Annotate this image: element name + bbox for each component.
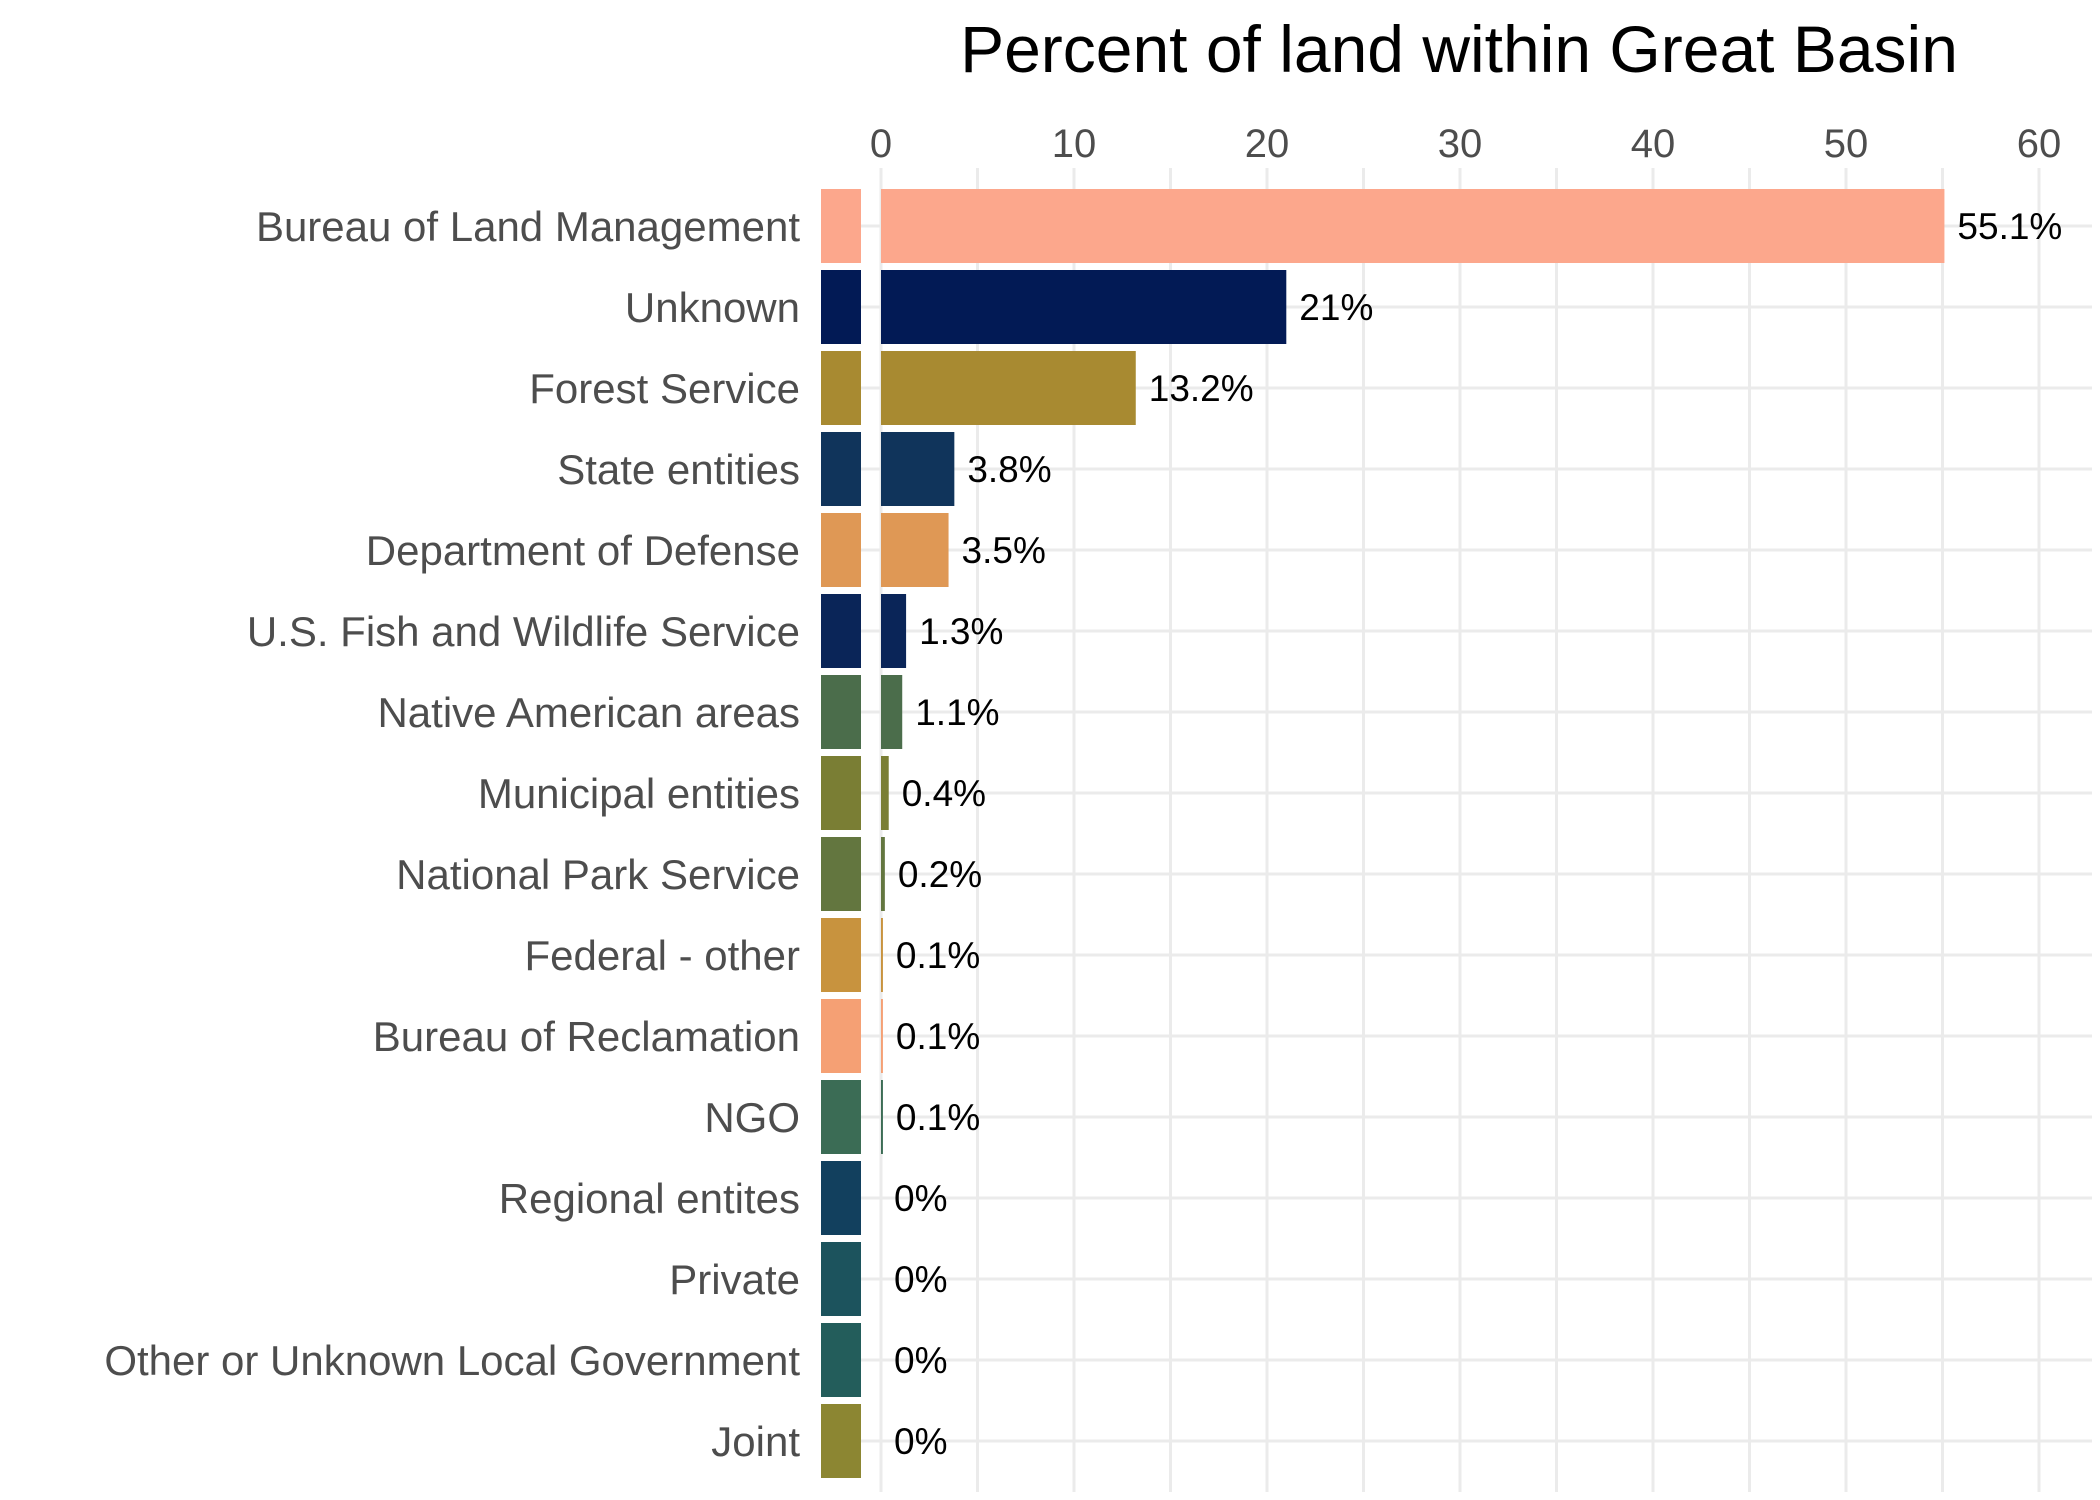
data-label: 0.1% [896, 1097, 980, 1138]
category-label: Bureau of Reclamation [373, 1013, 800, 1060]
bar [881, 432, 955, 506]
category-swatch [821, 270, 861, 344]
x-tick-label: 50 [1824, 122, 1869, 166]
data-label: 21% [1299, 287, 1373, 328]
data-label: 0% [894, 1178, 947, 1219]
category-label: National Park Service [396, 851, 800, 898]
data-label: 0.1% [896, 1016, 980, 1057]
category-swatch [821, 1161, 861, 1235]
category-swatch [821, 756, 861, 830]
category-label: State entities [557, 446, 800, 493]
category-label: U.S. Fish and Wildlife Service [247, 608, 800, 655]
category-label: Forest Service [529, 365, 800, 412]
category-label: Federal - other [525, 932, 800, 979]
category-label: NGO [704, 1094, 800, 1141]
bar [881, 675, 903, 749]
data-label: 13.2% [1149, 368, 1254, 409]
category-swatch [821, 594, 861, 668]
bar [881, 918, 883, 992]
x-tick-label: 30 [1438, 122, 1483, 166]
data-label: 3.5% [962, 530, 1046, 571]
bar [881, 837, 885, 911]
data-label: 0% [894, 1340, 947, 1381]
category-swatch [821, 675, 861, 749]
bar [881, 513, 949, 587]
bar [881, 594, 907, 668]
data-label: 1.1% [915, 692, 999, 733]
category-swatch [821, 513, 861, 587]
category-swatch [821, 1323, 861, 1397]
category-label: Other or Unknown Local Government [104, 1337, 800, 1384]
category-swatch [821, 1080, 861, 1154]
data-label: 0% [894, 1421, 947, 1462]
category-label: Unknown [625, 284, 800, 331]
data-labels: 55.1% 21% 13.2% 3.8% 3.5% 1.3% 1.1% 0.4% 0.2% 0.1… [894, 206, 2062, 1462]
chart-title: Percent of land within Great Basin [960, 12, 1958, 86]
data-label: 1.3% [919, 611, 1003, 652]
category-swatch [821, 1242, 861, 1316]
category-label: Regional entites [499, 1175, 800, 1222]
data-label: 0.1% [896, 935, 980, 976]
bar [881, 1080, 883, 1154]
bar [881, 270, 1287, 344]
category-swatch [821, 837, 861, 911]
category-label: Native American areas [377, 689, 800, 736]
category-swatch [821, 189, 861, 263]
bar [881, 351, 1136, 425]
category-label: Municipal entities [478, 770, 800, 817]
category-label: Joint [711, 1418, 800, 1465]
x-tick-label: 40 [1631, 122, 1676, 166]
x-axis-ticks: 0 10 20 30 40 50 60 [870, 122, 2061, 166]
bar [881, 999, 883, 1073]
category-label: Private [669, 1256, 800, 1303]
x-tick-label: 60 [2017, 122, 2062, 166]
data-label: 3.8% [967, 449, 1051, 490]
category-swatch [821, 351, 861, 425]
category-swatch [821, 918, 861, 992]
x-tick-label: 10 [1052, 122, 1097, 166]
data-label: 0.4% [902, 773, 986, 814]
bar [881, 189, 1945, 263]
bars [821, 189, 1945, 1478]
x-tick-label: 20 [1245, 122, 1290, 166]
category-label: Bureau of Land Management [256, 203, 800, 250]
data-label: 55.1% [1957, 206, 2062, 247]
category-swatch [821, 1404, 861, 1478]
category-labels: Bureau of Land Management Unknown Forest S… [104, 203, 800, 1465]
data-label: 0% [894, 1259, 947, 1300]
category-swatch [821, 999, 861, 1073]
x-tick-label: 0 [870, 122, 892, 166]
bar [881, 756, 889, 830]
category-label: Department of Defense [366, 527, 800, 574]
data-label: 0.2% [898, 854, 982, 895]
category-swatch [821, 432, 861, 506]
